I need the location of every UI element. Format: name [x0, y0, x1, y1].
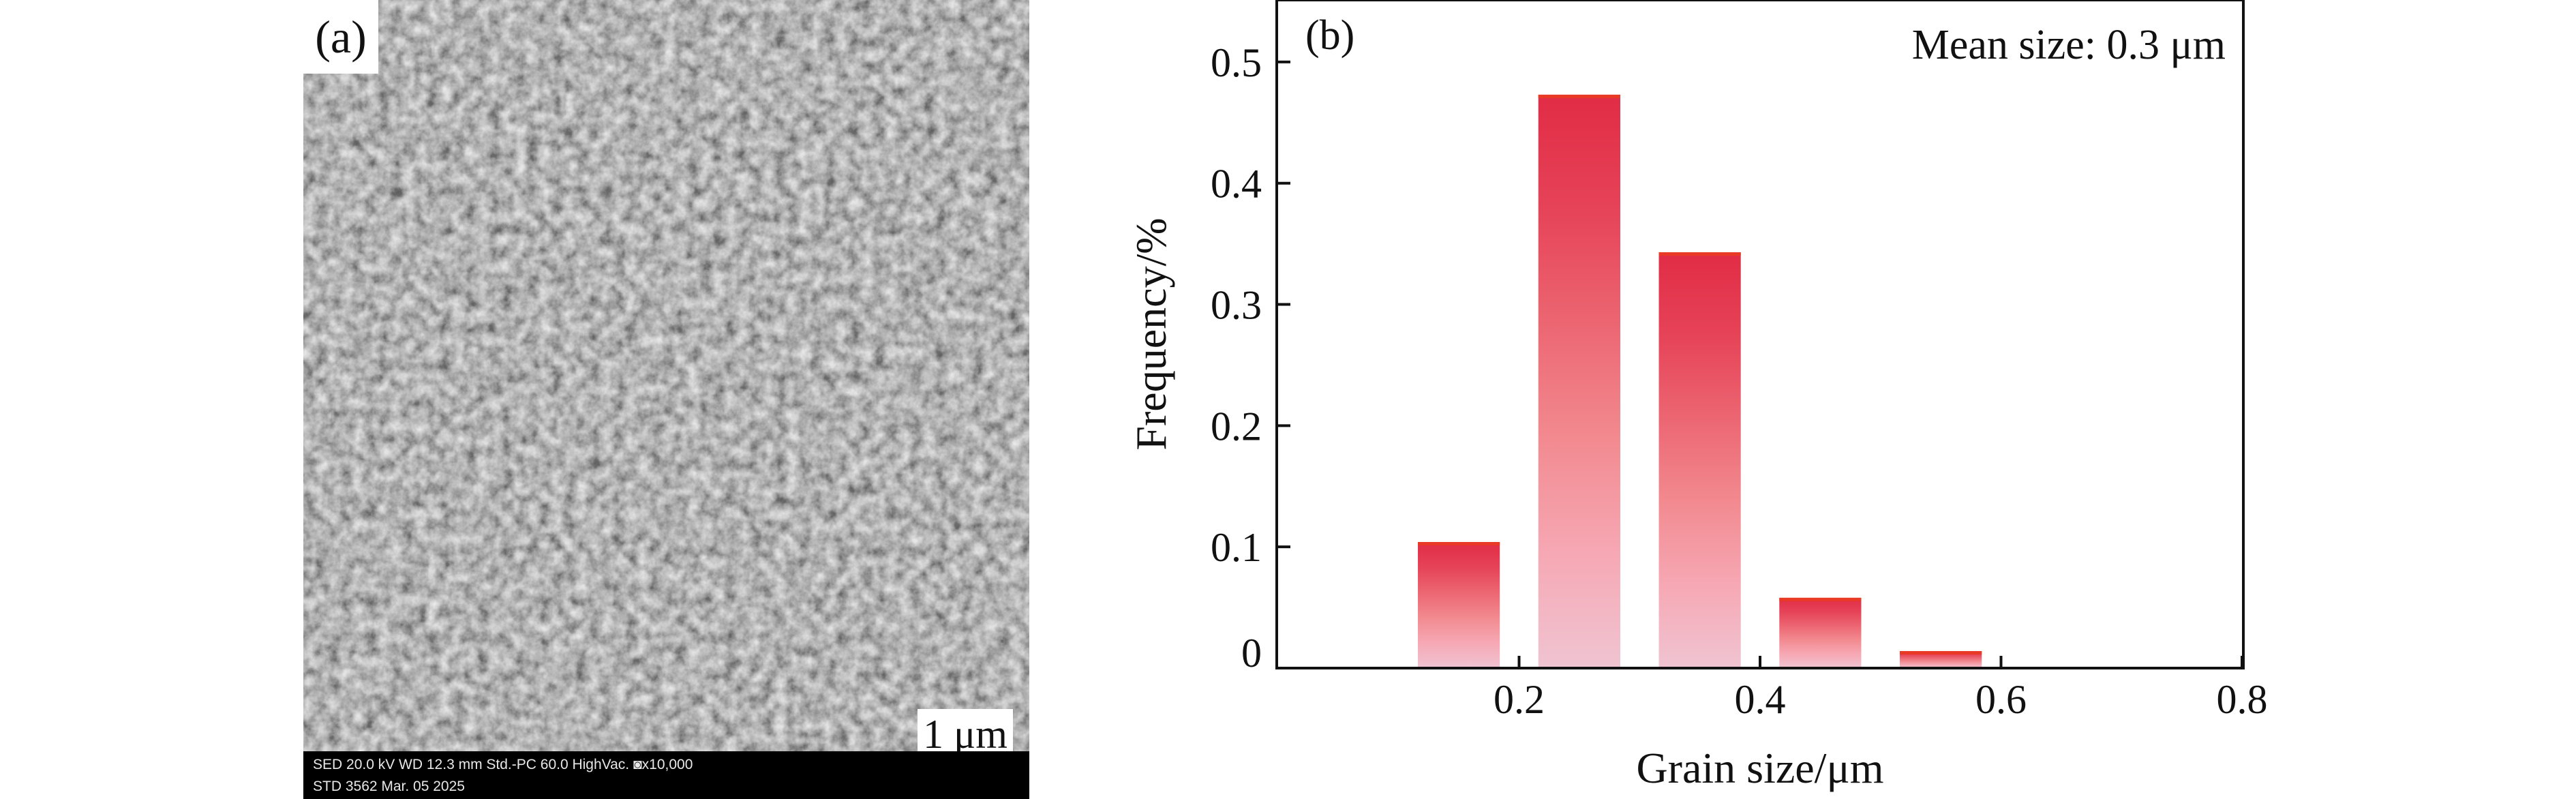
y-tick-label: 0: [1241, 631, 1262, 676]
sem-info-bar: SED 20.0 kV WD 12.3 mm Std.-PC 60.0 High…: [303, 751, 1029, 799]
x-tick-label: 0.4: [1735, 677, 1786, 722]
panel-a-label: (a): [303, 0, 378, 74]
mean-size-annotation: Mean size: 0.3 μm: [1912, 22, 2226, 68]
sem-micrograph-image: [303, 0, 1029, 751]
histogram-bar: [1538, 94, 1620, 669]
sem-micrograph-panel: (a) 1 μm SED 20.0 kV WD 12.3 mm Std.-PC …: [303, 0, 1029, 799]
x-tick-label: 0.2: [1494, 677, 1545, 722]
histogram-bar: [1418, 542, 1500, 668]
histogram-bar-top: [1779, 597, 1862, 601]
y-tick-label: 0.5: [1211, 40, 1262, 85]
x-axis-label: Grain size/μm: [1636, 744, 1883, 792]
y-axis-label: Frequency/%: [1127, 217, 1175, 450]
y-tick-label: 0.2: [1211, 404, 1262, 449]
x-tick-label: 0.8: [2217, 677, 2268, 722]
sem-info-line-2: STD 3562 Mar. 05 2025: [313, 779, 465, 794]
y-tick-label: 0.4: [1211, 162, 1262, 207]
x-tick-label: 0.6: [1975, 677, 2027, 722]
histogram-bar-top: [1658, 252, 1741, 256]
grain-size-histogram: 0.2 0.4 0.6 0.8 0 0.1 0.2 0.3 0.4 0.5 (b) Mean si…: [1127, 0, 2268, 792]
histogram-bar: [1658, 252, 1741, 669]
panel-b-label: (b): [1305, 12, 1354, 59]
histogram-bar-top: [1418, 542, 1500, 546]
histogram-bar-top: [1900, 651, 1982, 655]
sem-info-line-1: SED 20.0 kV WD 12.3 mm Std.-PC 60.0 High…: [313, 757, 693, 772]
y-tick-label: 0.1: [1211, 525, 1262, 570]
histogram-bar-top: [1538, 94, 1620, 98]
y-tick-label: 0.3: [1211, 283, 1262, 328]
histogram-bar: [1779, 597, 1862, 668]
scale-bar-label: 1 μm: [923, 712, 1007, 757]
